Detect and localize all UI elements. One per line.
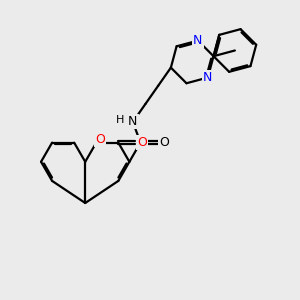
Text: O: O <box>95 133 105 146</box>
Text: N: N <box>203 71 212 84</box>
Text: N: N <box>193 34 203 47</box>
Text: H: H <box>116 115 125 124</box>
Text: O: O <box>137 136 147 149</box>
Text: N: N <box>128 116 138 128</box>
Text: O: O <box>159 136 169 149</box>
